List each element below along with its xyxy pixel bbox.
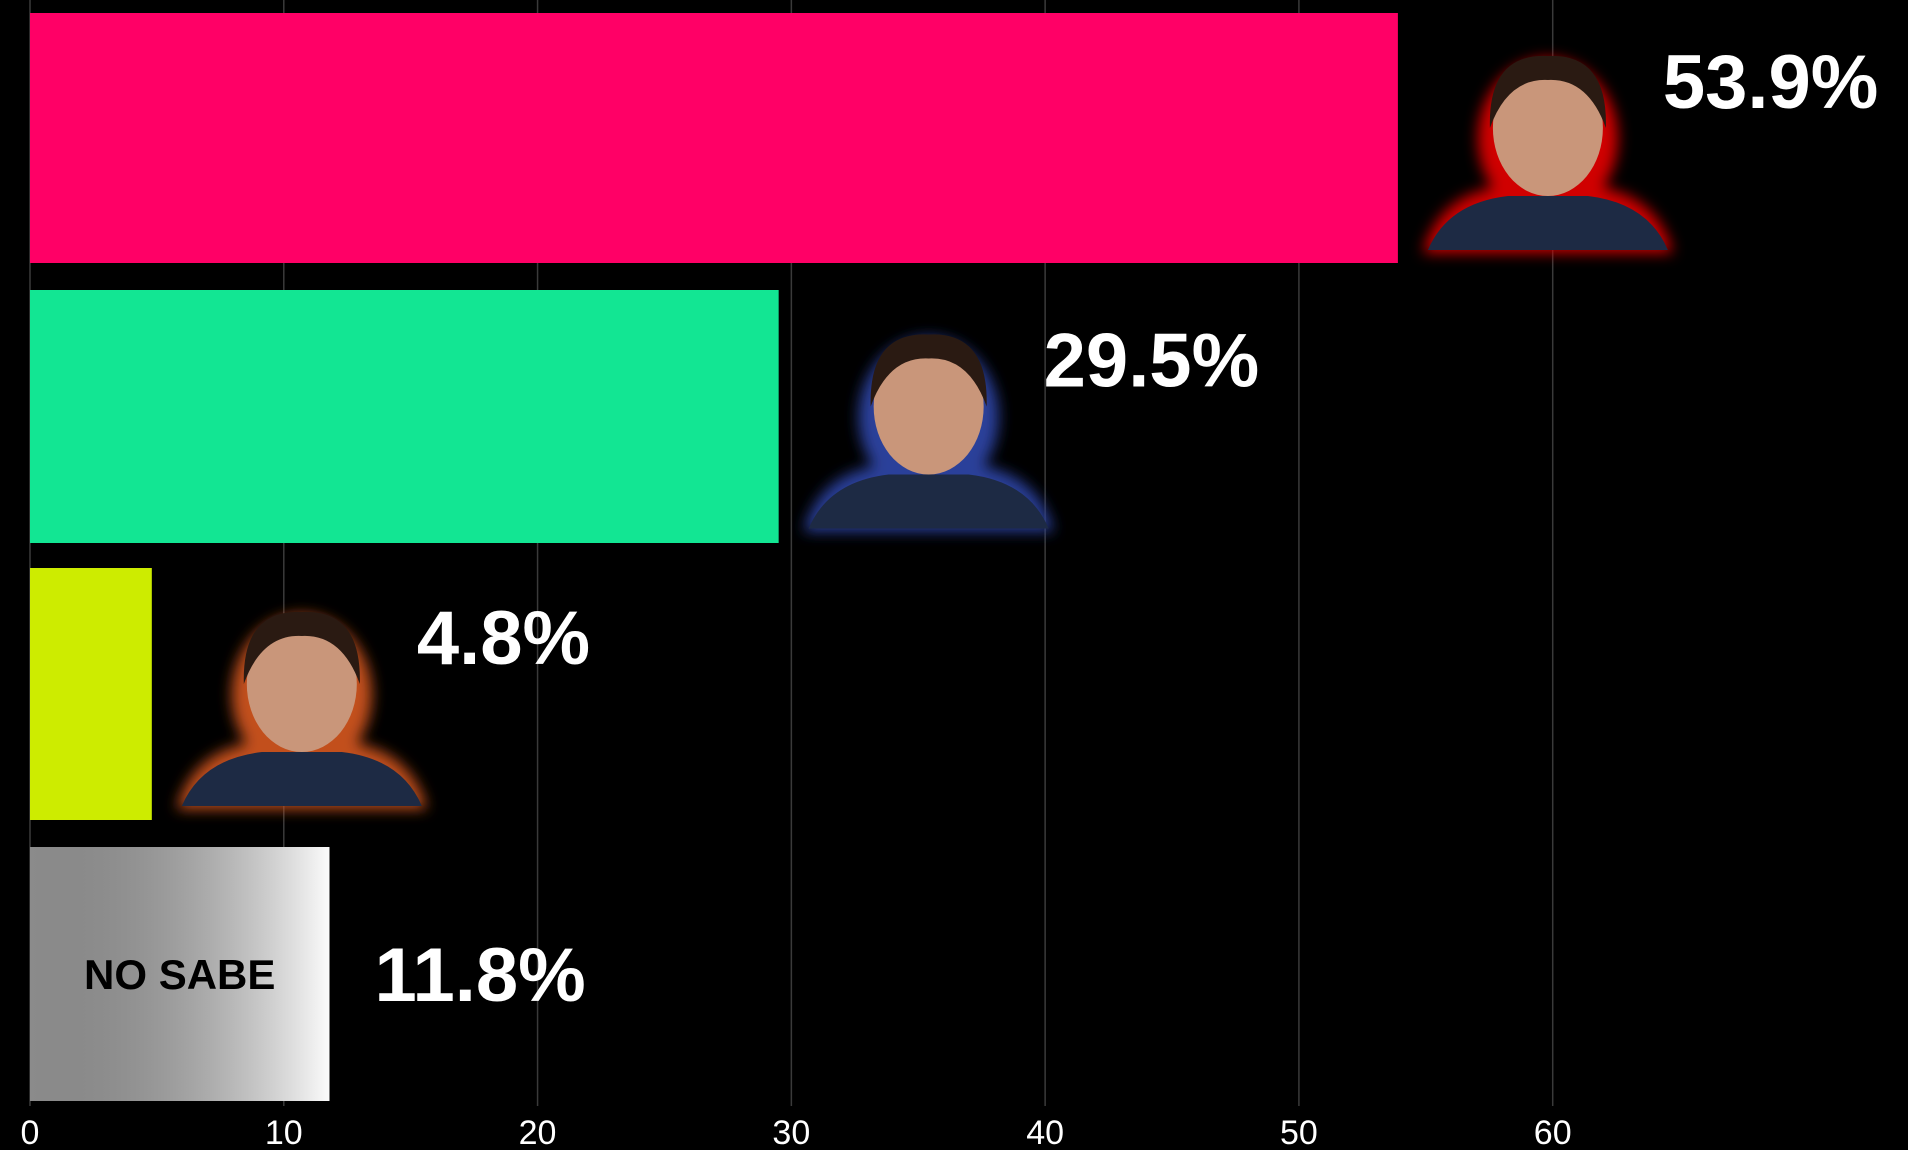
- x-tick-label: 30: [772, 1114, 810, 1150]
- x-tick-label: 50: [1280, 1114, 1318, 1150]
- bar: [30, 13, 1398, 263]
- bar: [30, 568, 152, 820]
- value-label: 53.9%: [1663, 40, 1879, 125]
- category-label: NO SABE: [84, 951, 275, 998]
- x-tick-label: 10: [265, 1114, 303, 1150]
- value-label: 4.8%: [417, 596, 590, 681]
- value-label: 11.8%: [374, 933, 585, 1018]
- chart: 0 10 20 30 40 50 60 53.9% 29.5% 4.8% NO SABE 11.8%: [0, 0, 1908, 1150]
- page: 010203040506053.9%29.5%4.8%NO SABE11.8% …: [0, 0, 1908, 1150]
- x-tick-label: 20: [519, 1114, 557, 1150]
- x-tick-label: 0: [21, 1114, 40, 1150]
- x-tick-label: 40: [1026, 1114, 1064, 1150]
- bar: [30, 290, 779, 543]
- value-label: 29.5%: [1044, 319, 1260, 404]
- x-tick-label: 60: [1534, 1114, 1572, 1150]
